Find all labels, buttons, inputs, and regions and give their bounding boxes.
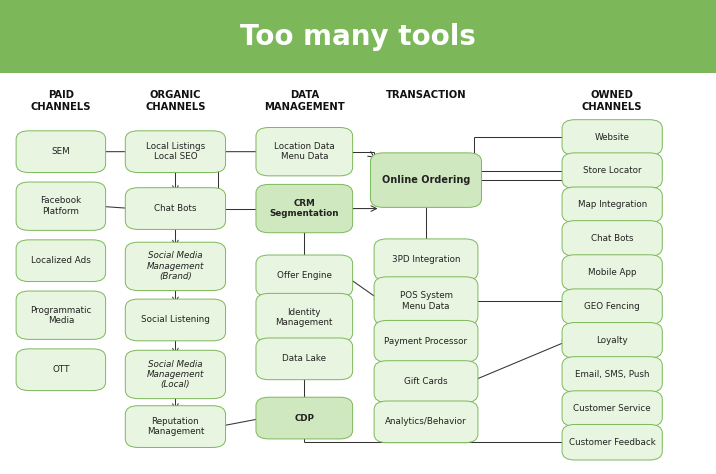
FancyBboxPatch shape [562,120,662,155]
Text: Location Data
Menu Data: Location Data Menu Data [274,142,334,161]
FancyBboxPatch shape [125,406,226,447]
FancyBboxPatch shape [562,357,662,392]
FancyBboxPatch shape [256,338,352,380]
Text: Social Media
Management
(Brand): Social Media Management (Brand) [147,252,204,281]
Text: OTT: OTT [52,365,69,374]
Text: Customer Feedback: Customer Feedback [569,438,656,447]
Text: Identity
Management: Identity Management [276,308,333,327]
FancyBboxPatch shape [125,350,226,399]
Text: Store Locator: Store Locator [583,166,642,175]
FancyBboxPatch shape [125,242,226,291]
Text: Email, SMS, Push: Email, SMS, Push [575,370,649,379]
Text: DATA
MANAGEMENT: DATA MANAGEMENT [264,90,344,112]
FancyBboxPatch shape [374,277,478,325]
Text: Mobile App: Mobile App [588,268,637,277]
Text: TRANSACTION: TRANSACTION [386,90,466,100]
FancyBboxPatch shape [256,255,352,297]
Text: Customer Service: Customer Service [574,404,651,413]
Text: SEM: SEM [52,147,70,156]
Text: Too many tools: Too many tools [240,23,476,51]
FancyBboxPatch shape [0,0,716,73]
FancyBboxPatch shape [16,182,106,230]
Text: POS System
Menu Data: POS System Menu Data [400,292,453,310]
FancyBboxPatch shape [125,188,226,229]
Text: Gift Cards: Gift Cards [405,377,448,386]
Text: Online Ordering: Online Ordering [382,175,470,185]
FancyBboxPatch shape [562,323,662,358]
FancyBboxPatch shape [256,293,352,342]
FancyBboxPatch shape [562,425,662,460]
Text: Website: Website [595,133,629,142]
Text: PAID
CHANNELS: PAID CHANNELS [31,90,91,112]
Text: Chat Bots: Chat Bots [591,234,634,243]
Text: Reputation
Management: Reputation Management [147,417,204,436]
FancyBboxPatch shape [562,221,662,256]
Text: Programmatic
Media: Programmatic Media [30,306,92,325]
FancyBboxPatch shape [562,187,662,223]
FancyBboxPatch shape [371,153,481,208]
Text: Social Listening: Social Listening [141,316,210,324]
FancyBboxPatch shape [374,361,478,402]
Text: Chat Bots: Chat Bots [154,204,197,213]
FancyBboxPatch shape [562,391,662,427]
Text: ORGANIC
CHANNELS: ORGANIC CHANNELS [145,90,205,112]
FancyBboxPatch shape [374,401,478,443]
Text: Map Integration: Map Integration [578,201,647,209]
FancyBboxPatch shape [16,131,106,173]
FancyBboxPatch shape [256,128,352,176]
FancyBboxPatch shape [374,320,478,362]
Text: Analytics/Behavior: Analytics/Behavior [385,418,467,426]
Text: CDP: CDP [294,414,314,422]
FancyBboxPatch shape [16,240,106,282]
FancyBboxPatch shape [256,184,352,233]
FancyBboxPatch shape [16,349,106,391]
Text: Payment Processor: Payment Processor [384,337,468,346]
Text: OWNED
CHANNELS: OWNED CHANNELS [582,90,642,112]
FancyBboxPatch shape [562,289,662,325]
FancyBboxPatch shape [374,239,478,281]
Text: Data Lake: Data Lake [282,355,326,363]
Text: 3PD Integration: 3PD Integration [392,255,460,264]
FancyBboxPatch shape [125,299,226,341]
FancyBboxPatch shape [16,291,106,339]
FancyBboxPatch shape [562,153,662,188]
FancyBboxPatch shape [562,255,662,290]
Text: Local Listings
Local SEO: Local Listings Local SEO [146,142,205,161]
FancyBboxPatch shape [125,131,226,173]
Text: Localized Ads: Localized Ads [31,256,91,265]
Text: GEO Fencing: GEO Fencing [584,302,640,311]
FancyBboxPatch shape [256,397,352,439]
Text: Loyalty: Loyalty [596,336,628,345]
Text: Social Media
Management
(Local): Social Media Management (Local) [147,360,204,389]
Text: Offer Engine: Offer Engine [277,272,332,280]
Text: Facebook
Platform: Facebook Platform [40,197,82,216]
Text: CRM
Segmentation: CRM Segmentation [269,199,339,218]
